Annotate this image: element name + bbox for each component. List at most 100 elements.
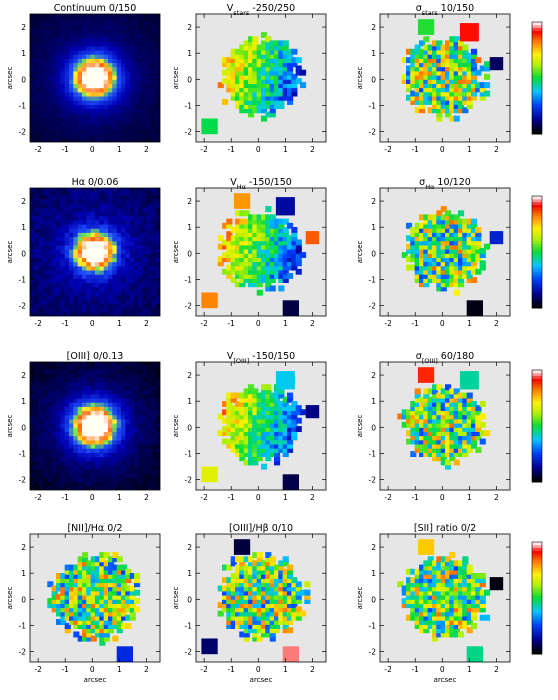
map-cell bbox=[261, 421, 268, 428]
map-cell bbox=[56, 121, 61, 126]
map-cell bbox=[462, 243, 469, 250]
map-cell bbox=[147, 452, 152, 458]
map-cell bbox=[56, 37, 61, 43]
map-cell bbox=[69, 398, 74, 403]
map-cell bbox=[129, 116, 135, 122]
map-cell bbox=[73, 211, 79, 217]
map-cell bbox=[125, 389, 131, 395]
map-cell bbox=[103, 261, 109, 267]
map-cell bbox=[466, 218, 473, 225]
map-cell bbox=[108, 393, 113, 399]
map-cell bbox=[82, 573, 89, 579]
map-cell bbox=[51, 41, 57, 47]
map-cell bbox=[252, 218, 259, 225]
panel-frame bbox=[379, 13, 511, 143]
map-cell bbox=[239, 421, 246, 428]
map-cell bbox=[82, 211, 87, 217]
map-cell bbox=[265, 48, 272, 55]
map-cell bbox=[51, 373, 57, 378]
map-cell bbox=[103, 219, 109, 225]
map-cell bbox=[261, 438, 268, 445]
map-cell bbox=[43, 125, 48, 130]
map-cell bbox=[47, 75, 53, 80]
map-cell bbox=[38, 41, 44, 47]
map-cell bbox=[138, 368, 144, 374]
panel-title: V[OIII] -150/150 bbox=[227, 351, 295, 365]
map-cell bbox=[82, 295, 87, 300]
map-cell bbox=[64, 593, 71, 600]
map-cell bbox=[282, 239, 289, 246]
map-cell bbox=[261, 243, 268, 250]
map-cell bbox=[108, 100, 113, 105]
map-cell bbox=[462, 409, 469, 416]
map-cell bbox=[73, 121, 79, 126]
map-cell bbox=[142, 75, 148, 80]
map-cell bbox=[73, 481, 79, 487]
map-cell bbox=[121, 448, 126, 453]
map-cell bbox=[449, 73, 456, 80]
map-cell bbox=[56, 368, 61, 374]
map-cell bbox=[77, 623, 84, 629]
map-cell bbox=[440, 53, 447, 59]
map-cell bbox=[51, 464, 57, 470]
map-cell bbox=[151, 307, 157, 313]
map-cell bbox=[142, 66, 148, 72]
map-cell bbox=[479, 260, 486, 267]
map-cell bbox=[427, 82, 434, 89]
map-cell bbox=[226, 247, 233, 254]
map-cell bbox=[269, 48, 276, 55]
map-cell bbox=[60, 66, 66, 72]
map-cell bbox=[73, 70, 79, 76]
map-cell bbox=[86, 619, 93, 625]
map-cell bbox=[56, 125, 61, 130]
map-cell bbox=[151, 137, 157, 142]
map-cell bbox=[30, 274, 35, 279]
map-cell bbox=[95, 199, 100, 204]
map-cell bbox=[121, 249, 126, 254]
map-cell bbox=[51, 265, 57, 271]
map-cell bbox=[121, 207, 126, 212]
map-cell bbox=[445, 243, 452, 250]
map-cell bbox=[121, 104, 126, 110]
map-cell bbox=[295, 405, 302, 412]
map-cell bbox=[90, 240, 96, 246]
map-cell bbox=[43, 270, 48, 275]
map-cell bbox=[406, 243, 413, 250]
map-cell bbox=[458, 243, 465, 250]
map-cell bbox=[282, 40, 289, 47]
map-cell bbox=[38, 278, 44, 284]
map-cell bbox=[282, 57, 289, 64]
map-cell bbox=[147, 448, 152, 453]
colorbar-segment bbox=[532, 412, 542, 416]
map-cell bbox=[458, 61, 465, 68]
map-cell bbox=[248, 281, 255, 288]
map-cell bbox=[69, 282, 74, 288]
map-cell bbox=[261, 227, 268, 233]
map-cell bbox=[121, 219, 126, 225]
map-cell bbox=[116, 104, 122, 110]
map-cell bbox=[134, 456, 139, 462]
map-cell bbox=[256, 277, 263, 283]
map-cell bbox=[30, 219, 35, 225]
map-cell bbox=[103, 635, 110, 642]
map-cell bbox=[77, 418, 83, 424]
map-cell bbox=[419, 430, 426, 437]
map-cell bbox=[69, 54, 74, 59]
map-cell bbox=[90, 70, 96, 76]
map-cell bbox=[43, 79, 48, 84]
map-cell bbox=[69, 485, 74, 490]
map-cell bbox=[458, 222, 465, 229]
map-cell bbox=[34, 477, 40, 483]
map-cell bbox=[116, 240, 122, 246]
map-cell bbox=[138, 108, 144, 114]
map-cell bbox=[103, 228, 109, 233]
map-cell bbox=[129, 464, 135, 470]
map-cell bbox=[440, 401, 447, 407]
map-cell bbox=[155, 41, 160, 47]
map-cell bbox=[155, 232, 160, 238]
map-cell bbox=[108, 265, 113, 271]
map-cell bbox=[134, 108, 139, 114]
map-cell bbox=[155, 414, 160, 420]
map-cell bbox=[410, 82, 417, 89]
map-cell bbox=[30, 311, 35, 316]
